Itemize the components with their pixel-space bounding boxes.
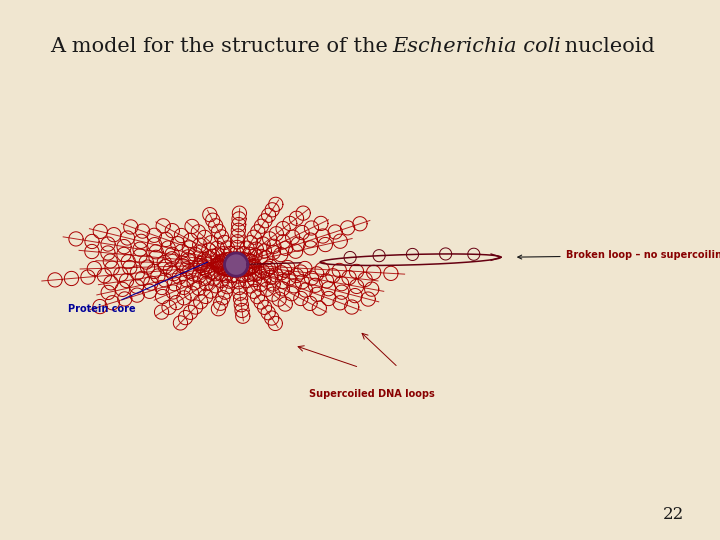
Text: Supercoiled DNA loops: Supercoiled DNA loops bbox=[310, 389, 435, 400]
Text: A model for the structure of the: A model for the structure of the bbox=[50, 37, 395, 56]
Text: 22: 22 bbox=[662, 505, 684, 523]
Text: Broken loop – no supercoiling: Broken loop – no supercoiling bbox=[518, 251, 720, 260]
Text: Protein core: Protein core bbox=[68, 262, 207, 314]
Text: nucleoid: nucleoid bbox=[558, 37, 654, 56]
Text: Escherichia coli: Escherichia coli bbox=[392, 37, 562, 56]
Polygon shape bbox=[225, 253, 248, 276]
